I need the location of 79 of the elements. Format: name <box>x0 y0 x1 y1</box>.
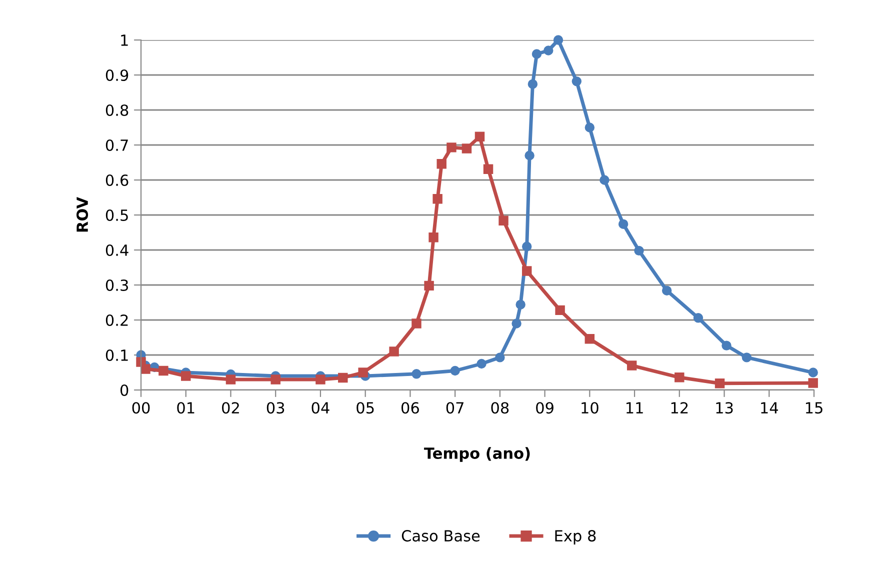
y-tick-label: 0.4 <box>106 244 128 256</box>
point <box>476 358 486 369</box>
point <box>316 374 326 384</box>
point <box>158 366 168 376</box>
y-tick-label: 0 <box>120 384 128 396</box>
point <box>428 232 438 242</box>
y-axis-title: ROV <box>76 196 88 232</box>
point <box>742 352 752 362</box>
x-axis-title: Tempo (ano) <box>424 447 530 462</box>
point <box>140 364 150 374</box>
y-tick-label: 0.5 <box>106 209 128 222</box>
y-tick-label: 0.9 <box>106 69 128 82</box>
y-tick-label: 0.8 <box>106 104 128 116</box>
point <box>532 49 542 59</box>
point <box>714 378 725 388</box>
x-tick-label: 10 <box>582 402 598 414</box>
legend-label: Exp 8 <box>555 530 596 545</box>
point <box>436 159 446 169</box>
x-tick-label: 07 <box>446 402 464 414</box>
x-tick-label: 13 <box>716 402 733 414</box>
y-tick-label: 0.6 <box>106 174 128 186</box>
point <box>693 313 704 323</box>
point <box>512 318 522 328</box>
point <box>808 378 818 388</box>
x-tick-label: 03 <box>266 402 284 414</box>
x-tick-label: 01 <box>177 402 194 414</box>
point <box>226 374 236 384</box>
point <box>462 144 472 154</box>
point <box>358 368 368 378</box>
point <box>495 352 505 362</box>
x-tick-label: 11 <box>626 402 643 414</box>
point <box>553 35 564 45</box>
x-tick-label: 04 <box>312 402 330 414</box>
point <box>522 266 532 276</box>
point <box>524 150 534 160</box>
point <box>722 340 732 350</box>
point <box>181 371 191 381</box>
point <box>808 368 818 378</box>
point <box>600 175 610 185</box>
point <box>634 246 644 256</box>
point <box>432 194 442 204</box>
point <box>389 346 399 356</box>
point <box>474 132 485 142</box>
point <box>412 318 422 328</box>
point <box>674 372 684 382</box>
y-tick-label: 0.2 <box>106 314 128 326</box>
point <box>584 122 595 132</box>
point <box>498 216 508 226</box>
point <box>516 300 526 310</box>
point <box>555 305 565 316</box>
point <box>270 374 280 384</box>
point <box>412 369 422 379</box>
point <box>450 366 460 376</box>
point <box>662 286 672 296</box>
point <box>424 280 434 291</box>
y-tick-label: 0.1 <box>106 349 128 362</box>
point <box>483 164 494 174</box>
point <box>618 219 628 229</box>
x-tick-label: 08 <box>491 402 509 414</box>
point <box>626 360 637 370</box>
x-tick-label: 14 <box>761 402 778 414</box>
legend-label: Caso Base <box>402 530 480 542</box>
x-tick-label: 06 <box>401 402 419 414</box>
y-tick-label: 1 <box>121 34 128 46</box>
x-tick-label: 05 <box>356 402 374 414</box>
point <box>572 76 582 86</box>
point <box>528 79 538 89</box>
x-tick-label: 00 <box>132 402 150 414</box>
point <box>544 46 554 56</box>
point <box>446 142 456 152</box>
y-tick-label: 0.3 <box>106 279 128 292</box>
point <box>584 334 595 344</box>
x-tick-label: 09 <box>536 402 554 414</box>
point <box>522 242 532 252</box>
x-tick-label: 15 <box>806 402 822 414</box>
x-tick-label: 02 <box>222 402 239 414</box>
point <box>338 372 348 383</box>
x-tick-label: 12 <box>671 402 688 414</box>
y-tick-label: 0.7 <box>106 139 128 152</box>
